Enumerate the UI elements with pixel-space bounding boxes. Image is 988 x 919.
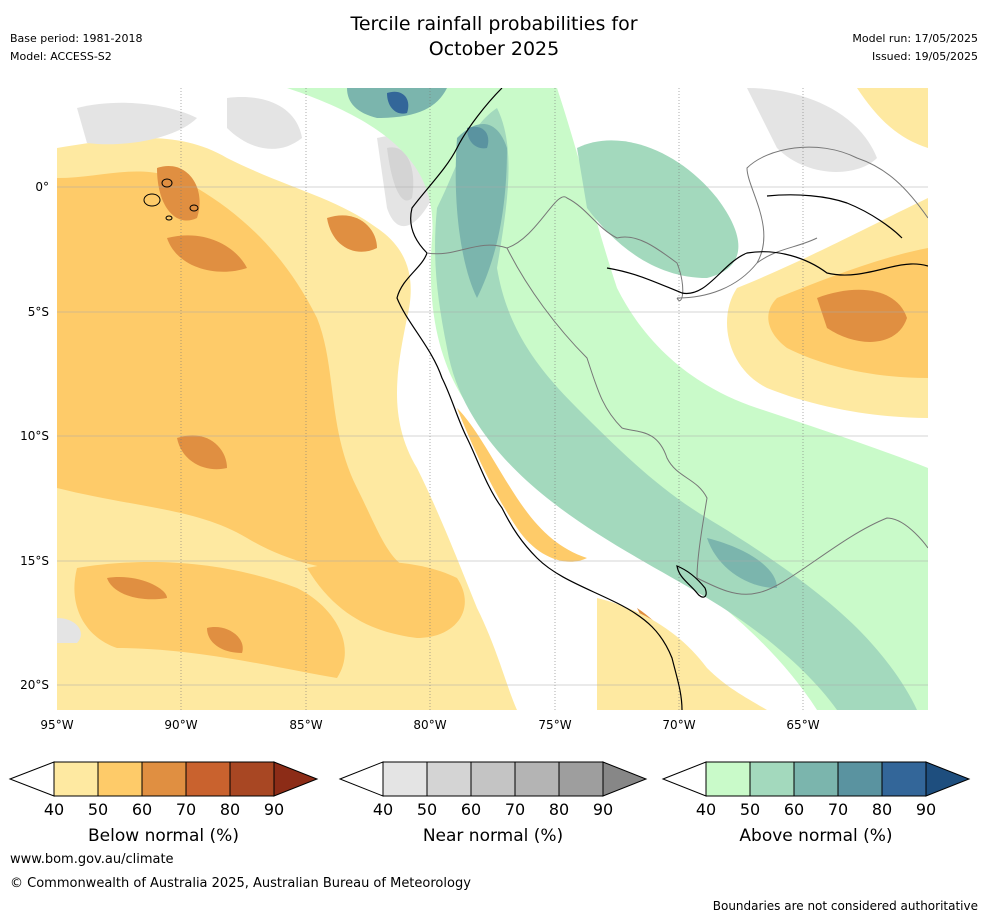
cb-near-tick-90: 90	[592, 800, 614, 819]
rainfall-probability-map	[57, 88, 928, 710]
amazon-river	[606, 194, 928, 294]
above-normal-east	[287, 88, 928, 710]
lon-label-80w: 80°W	[413, 718, 447, 732]
cb-near-tick-50: 50	[416, 800, 438, 819]
colorbar-above-normal	[661, 761, 971, 797]
lat-label-15s: 15°S	[20, 554, 49, 568]
cb-near-tick-40: 40	[372, 800, 394, 819]
cb-below-tick-70: 70	[175, 800, 197, 819]
cb-above-tick-40: 40	[695, 800, 717, 819]
below-normal-west	[57, 138, 517, 710]
lat-label-20s: 20°S	[20, 678, 49, 692]
meta-right: Model run: 17/05/2025 Issued: 19/05/2025	[852, 30, 978, 66]
lake-titicaca	[676, 565, 707, 598]
below-normal-label: Below normal (%)	[88, 826, 239, 846]
lon-label-75w: 75°W	[538, 718, 572, 732]
lon-label-95w: 95°W	[40, 718, 74, 732]
cb-below-tick-60: 60	[131, 800, 153, 819]
copyright: © Commonwealth of Australia 2025, Austra…	[10, 876, 471, 891]
model-name: Model: ACCESS-S2	[10, 50, 112, 63]
lat-label-5s: 5°S	[27, 305, 49, 319]
website-link[interactable]: www.bom.gov.au/climate	[10, 852, 174, 867]
cb-above-tick-60: 60	[783, 800, 805, 819]
above-normal-label: Above normal (%)	[739, 826, 893, 846]
graticule	[57, 88, 928, 710]
title-line-1: Tercile rainfall probabilities for	[350, 13, 638, 35]
cb-near-tick-80: 80	[548, 800, 570, 819]
colorbar-below-normal	[8, 761, 319, 797]
below-normal-east	[457, 88, 928, 710]
lon-label-65w: 65°W	[786, 718, 820, 732]
lon-label-70w: 70°W	[662, 718, 696, 732]
colorbars	[8, 761, 971, 797]
cb-below-tick-80: 80	[219, 800, 241, 819]
country-boundaries	[426, 146, 928, 595]
cb-below-tick-40: 40	[43, 800, 65, 819]
cb-above-tick-50: 50	[739, 800, 761, 819]
base-period: Base period: 1981-2018	[10, 32, 143, 45]
near-normal-label: Near normal (%)	[422, 826, 564, 846]
lon-label-90w: 90°W	[164, 718, 198, 732]
map-title: Tercile rainfall probabilities for Octob…	[0, 12, 988, 62]
cb-above-tick-70: 70	[827, 800, 849, 819]
coastline	[396, 88, 683, 710]
cb-below-tick-50: 50	[87, 800, 109, 819]
cb-near-tick-70: 70	[504, 800, 526, 819]
disclaimer: Boundaries are not considered authoritat…	[712, 899, 978, 913]
colorbar-near-normal	[338, 761, 648, 797]
lon-label-85w: 85°W	[289, 718, 323, 732]
lat-label-10s: 10°S	[20, 429, 49, 443]
cb-above-tick-90: 90	[915, 800, 937, 819]
meta-left: Base period: 1981-2018 Model: ACCESS-S2	[10, 30, 142, 66]
lat-label-0: 0°	[35, 180, 49, 194]
cb-above-tick-80: 80	[871, 800, 893, 819]
issued-date: Issued: 19/05/2025	[871, 50, 978, 63]
cb-below-tick-90: 90	[263, 800, 285, 819]
model-run: Model run: 17/05/2025	[852, 32, 978, 45]
title-line-2: October 2025	[428, 38, 560, 60]
cb-near-tick-60: 60	[460, 800, 482, 819]
galapagos-islands	[143, 178, 199, 221]
